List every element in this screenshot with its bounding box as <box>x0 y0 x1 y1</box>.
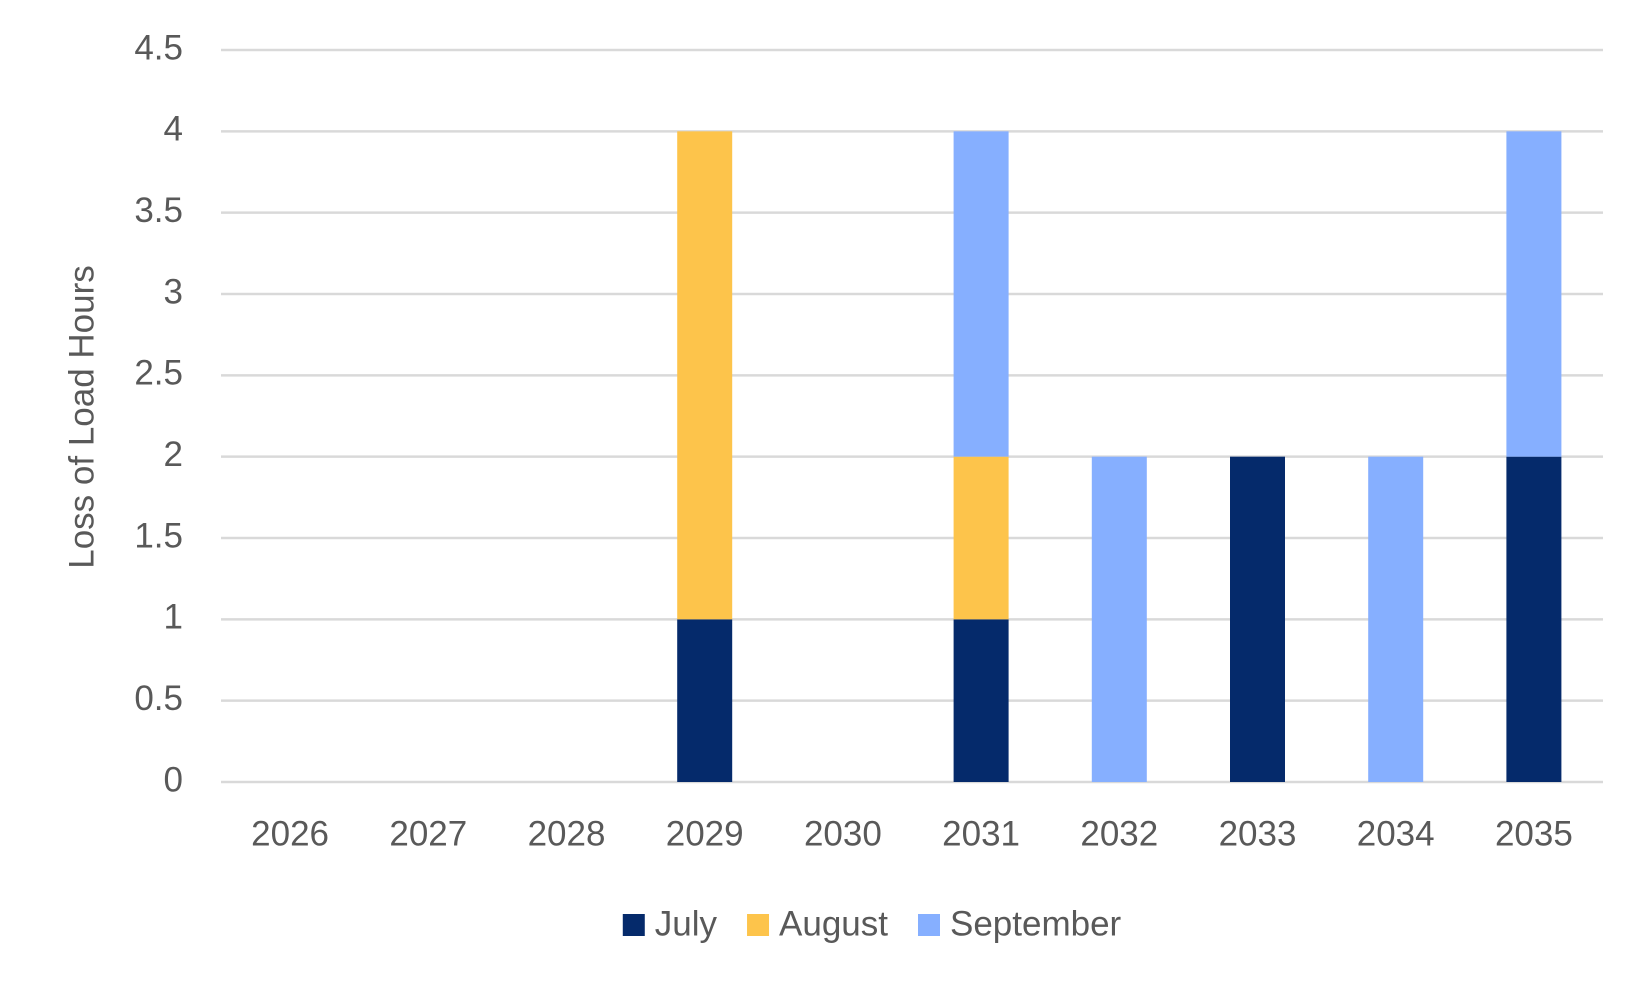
x-tick-label: 2034 <box>1357 814 1435 853</box>
legend-label: August <box>779 904 888 943</box>
x-tick-label: 2033 <box>1219 814 1297 853</box>
y-tick-label: 0.5 <box>134 679 183 718</box>
bar-segment <box>677 131 733 620</box>
legend-label: July <box>655 904 718 943</box>
legend-label: September <box>950 904 1122 943</box>
x-tick-label: 2028 <box>528 814 606 853</box>
bar-segment <box>953 131 1009 457</box>
bar-segment <box>1230 456 1285 782</box>
legend-swatch <box>918 914 940 936</box>
bar-segment <box>1091 456 1147 782</box>
y-tick-label: 4.5 <box>134 28 183 67</box>
y-tick-label: 0 <box>164 760 183 799</box>
y-tick-label: 3.5 <box>134 191 183 230</box>
x-tick-label: 2031 <box>942 814 1020 853</box>
legend-swatch <box>747 914 770 936</box>
bar-segment <box>1506 131 1562 457</box>
y-tick-label: 3 <box>164 272 183 311</box>
y-tick-label: 1 <box>164 598 183 637</box>
y-axis-title: Loss of Load Hours <box>62 265 101 569</box>
bar-segment <box>1506 456 1562 782</box>
legend-swatch <box>622 914 645 936</box>
x-tick-label: 2032 <box>1080 814 1158 853</box>
bar-segment <box>953 456 1009 620</box>
x-tick-label: 2035 <box>1495 814 1573 853</box>
bar-segment <box>1368 456 1424 782</box>
bar-segment <box>953 619 1009 782</box>
y-tick-label: 2.5 <box>134 354 183 393</box>
x-tick-label: 2029 <box>666 814 744 853</box>
y-tick-label: 2 <box>164 435 183 474</box>
y-tick-label: 4 <box>164 110 183 149</box>
x-tick-label: 2026 <box>251 814 329 853</box>
bar-segment <box>677 619 733 782</box>
y-tick-label: 1.5 <box>134 516 183 555</box>
x-tick-label: 2027 <box>389 814 467 853</box>
x-tick-label: 2030 <box>804 814 882 853</box>
